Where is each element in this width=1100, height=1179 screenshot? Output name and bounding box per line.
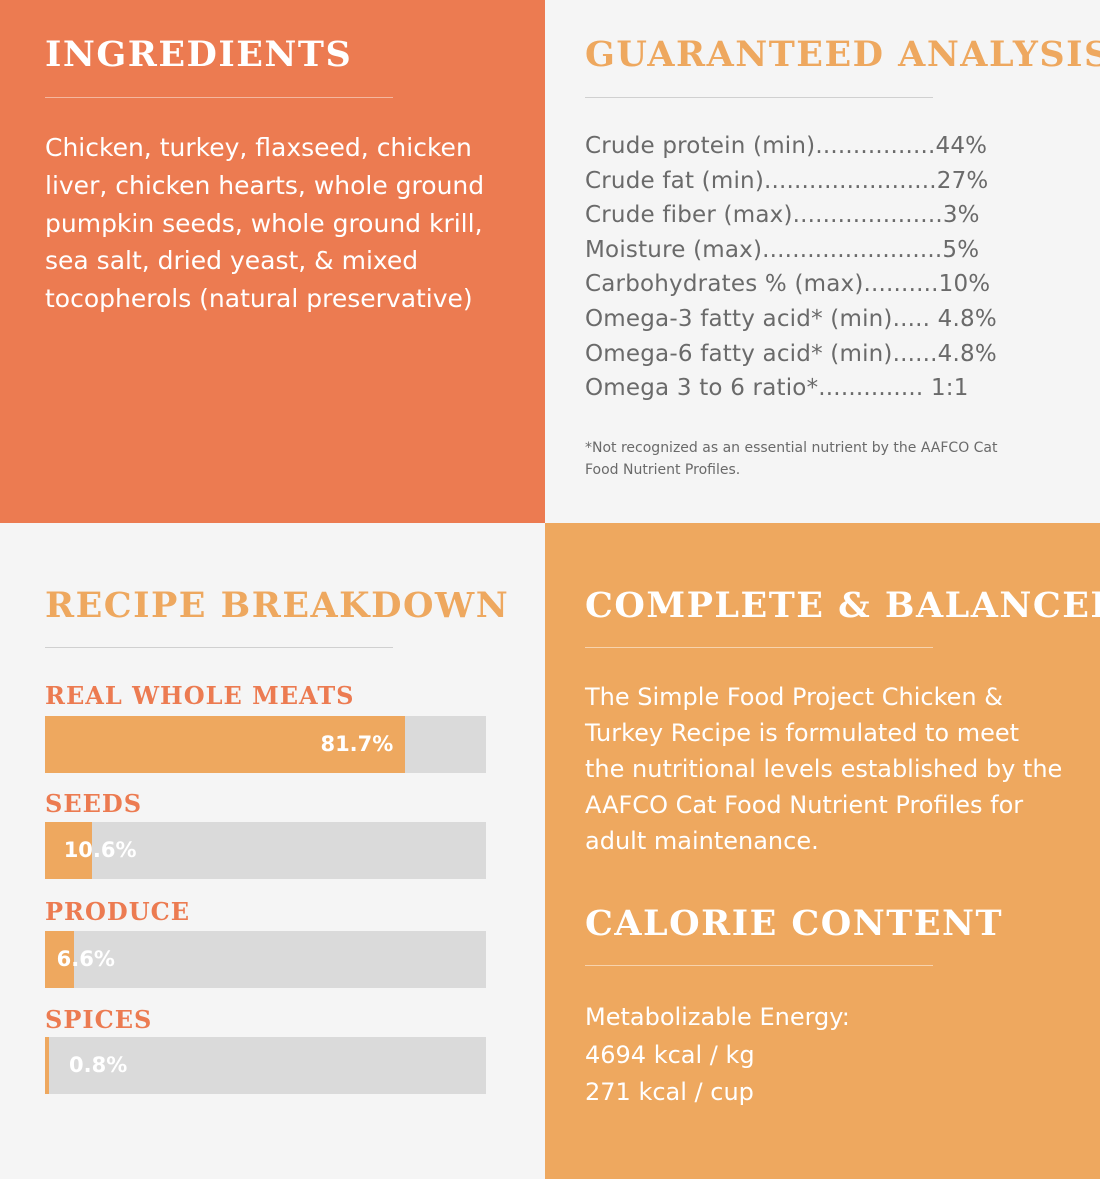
calorie-line-per-cup: 271 kcal / cup [585,1078,754,1106]
calorie-divider [585,965,933,966]
ingredients-panel: INGREDIENTS Chicken, turkey, flaxseed, c… [0,0,545,523]
analysis-footnote: *Not recognized as an essential nutrient… [585,440,998,478]
ingredients-heading: INGREDIENTS [45,34,353,75]
bar-label-real-whole-meats: REAL WHOLE MEATS [45,681,355,710]
bar-value-produce: 6.6% [56,947,115,971]
bar-track-spices: 0.8% [45,1037,486,1094]
recipe-heading: RECIPE BREAKDOWN [45,585,510,626]
bar-fill-spices [45,1037,49,1094]
recipe-panel: RECIPE BREAKDOWN REAL WHOLE MEATS 81.7% … [0,523,545,1179]
analysis-row-crude-fiber: Crude fiber (max)....................3% [585,202,980,229]
calorie-line-per-kg: 4694 kcal / kg [585,1040,755,1069]
calorie-heading: CALORIE CONTENT [585,903,1004,944]
complete-heading: COMPLETE & BALANCED [585,585,1100,626]
bar-track-seeds: 10.6% [45,822,486,879]
analysis-row-omega-6: Omega-6 fatty acid* (min)......4.8% [585,340,997,367]
analysis-list: Crude protein (min)................44% C… [585,129,1065,406]
bar-label-spices: SPICES [45,1005,153,1034]
bar-fill-real-whole-meats [45,716,406,773]
bar-label-seeds: SEEDS [45,789,143,818]
bar-value-spices: 0.8% [69,1053,128,1077]
bar-track-produce: 6.6% [45,931,486,988]
bar-fill-produce [45,931,75,988]
analysis-panel: GUARANTEED ANALYSIS Crude protein (min).… [545,0,1100,523]
analysis-divider [585,97,933,98]
bar-label-produce: PRODUCE [45,897,191,926]
analysis-row-carbohydrates: Carbohydrates % (max)..........10% [585,271,991,298]
analysis-row-omega-3: Omega-3 fatty acid* (min)..... 4.8% [585,305,997,332]
calorie-lines: Metabolizable Energy: 4694 kcal / kg 271… [585,999,1065,1112]
recipe-divider [45,647,393,648]
analysis-row-crude-fat: Crude fat (min).......................27… [585,167,989,194]
complete-text: The Simple Food Project Chicken & Turkey… [585,683,1063,855]
bar-value-real-whole-meats: 81.7% [320,732,394,756]
bar-fill-seeds [45,822,92,879]
bar-track-real-whole-meats: 81.7% [45,716,486,773]
ingredients-divider [45,97,393,98]
bar-value-seeds: 10.6% [63,838,137,862]
analysis-row-moisture: Moisture (max)........................5% [585,236,980,263]
analysis-heading: GUARANTEED ANALYSIS [585,34,1100,75]
ingredients-text: Chicken, turkey, flaxseed, chicken liver… [45,133,485,314]
calorie-line-label: Metabolizable Energy: [585,1003,850,1031]
analysis-row-crude-protein: Crude protein (min)................44% [585,133,988,159]
complete-panel: COMPLETE & BALANCED The Simple Food Proj… [545,523,1100,1179]
analysis-row-omega-ratio: Omega 3 to 6 ratio*.............. 1:1 [585,375,969,402]
complete-divider [585,647,933,648]
